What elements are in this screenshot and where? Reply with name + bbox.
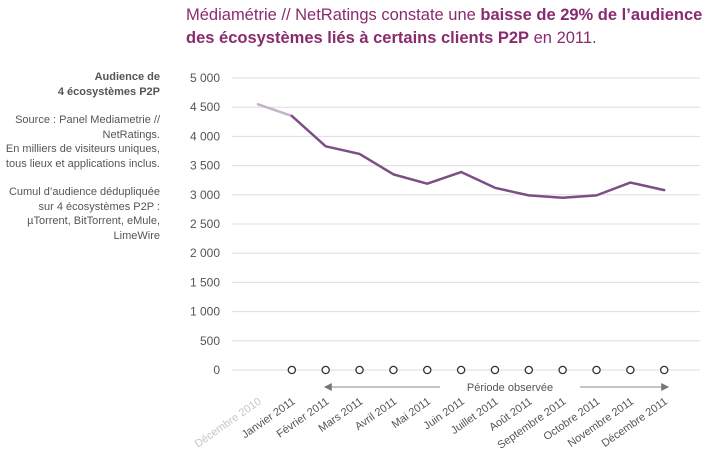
category-marker — [490, 365, 500, 375]
y-tick-label: 500 — [200, 334, 220, 348]
category-marker — [524, 365, 534, 375]
y-tick-label: 3 000 — [190, 188, 220, 202]
sidebar-source: Source : Panel Mediametrie // NetRatings… — [15, 114, 160, 141]
series-line — [290, 114, 666, 199]
category-marker — [456, 365, 466, 375]
sidebar-title-line2: 4 écosystèmes P2P — [57, 85, 160, 98]
category-marker — [592, 365, 601, 375]
y-tick-label: 1 000 — [190, 305, 220, 319]
headline-bold: baisse de 29% de l’audience des écosystè… — [186, 6, 703, 47]
y-tick-label: 4 500 — [190, 100, 220, 114]
chart-sidebar: Audience de 4 écosystèmes P2P Source : Pa… — [0, 70, 160, 257]
sidebar-note: Cumul d’audience dédupliquée sur 4 écosy… — [8, 186, 160, 242]
category-marker — [321, 365, 330, 375]
y-tick-label: 2 500 — [190, 217, 220, 231]
y-tick-label: 1 500 — [190, 275, 220, 289]
y-tick-label: 0 — [213, 363, 220, 377]
category-marker — [422, 365, 432, 375]
category-marker — [558, 365, 567, 375]
series-line-pre — [256, 103, 294, 118]
category-marker — [626, 365, 635, 375]
sidebar-title-line1: Audience de — [94, 71, 160, 83]
category-marker — [659, 365, 669, 375]
sidebar-units: En milliers de visiteurs uniques, tous l… — [5, 143, 160, 170]
headline-part1: Médiamétrie // NetRatings constate une — [186, 6, 481, 24]
period-arrow-left-head — [323, 383, 332, 391]
sidebar-title: Audience de 4 écosystèmes P2P — [0, 70, 160, 99]
headline-part2: en 2011. — [529, 29, 597, 47]
headline: Médiamétrie // NetRatings constate une b… — [186, 4, 706, 50]
sidebar-notes: Source : Panel Mediametrie // NetRatings… — [0, 113, 160, 171]
category-marker — [355, 365, 364, 375]
y-tick-label: 3 500 — [190, 159, 220, 173]
category-marker — [287, 365, 297, 375]
category-marker — [389, 365, 398, 375]
y-tick-label: 2 000 — [190, 246, 220, 260]
y-tick-label: 5 000 — [190, 71, 220, 85]
period-label: Période observée — [467, 382, 553, 394]
y-tick-label: 4 000 — [190, 129, 220, 143]
period-arrow-right-head — [661, 383, 670, 391]
